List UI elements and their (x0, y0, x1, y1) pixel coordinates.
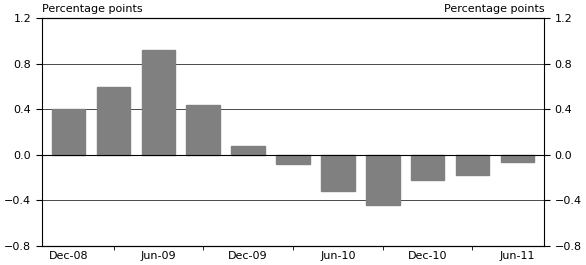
Bar (142, 50, 175, 155)
Bar (321, 155, 355, 191)
Bar (500, 155, 534, 162)
Bar (231, 146, 265, 155)
Bar (186, 105, 220, 155)
Bar (411, 155, 444, 180)
Bar (456, 155, 489, 175)
Bar (52, 109, 86, 155)
Bar (366, 155, 400, 205)
Text: Percentage points: Percentage points (444, 4, 544, 14)
Bar (97, 87, 130, 155)
Bar (276, 155, 310, 164)
Text: Percentage points: Percentage points (42, 4, 142, 14)
